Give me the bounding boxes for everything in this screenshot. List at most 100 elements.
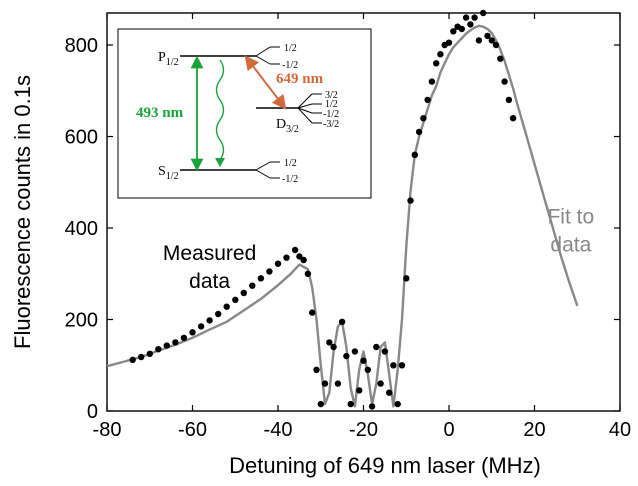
- measured-point: [249, 282, 256, 289]
- measured-point: [317, 400, 324, 408]
- measured-point: [403, 275, 410, 282]
- wiggle-arrow-head: [215, 158, 225, 167]
- measured-point: [484, 32, 491, 40]
- transition-649-label: 649 nm: [276, 71, 324, 87]
- measured-point: [309, 309, 316, 316]
- measured-point: [300, 256, 307, 264]
- measured-point: [304, 270, 312, 277]
- measured-point: [505, 96, 513, 104]
- p-level-label: P1/2: [158, 50, 179, 68]
- x-tick-label: 40: [609, 419, 631, 441]
- measured-point: [206, 317, 213, 324]
- p-split-up: [255, 46, 271, 57]
- measured-point: [347, 400, 354, 408]
- measured-point: [445, 39, 453, 46]
- d-sublevel-1: 3/2: [325, 90, 338, 101]
- d-sublevel-2: 1/2: [325, 99, 338, 110]
- d-split-4: [297, 107, 313, 124]
- measured-point: [343, 352, 350, 360]
- measured-series: [129, 9, 517, 410]
- measured-point: [326, 339, 333, 346]
- s-split-up: [255, 161, 271, 171]
- measured-point: [411, 151, 418, 158]
- measured-point: [437, 51, 444, 58]
- measured-point: [480, 9, 487, 17]
- measured-point: [373, 343, 380, 351]
- y-tick-label: 600: [65, 127, 98, 149]
- d-split-2: [297, 103, 313, 109]
- measured-point: [497, 55, 504, 62]
- measured-point: [330, 343, 337, 351]
- d-split-1: [297, 93, 313, 109]
- measured-point: [338, 318, 346, 325]
- measured-point: [386, 389, 393, 396]
- measured-point: [360, 357, 367, 364]
- measured-point: [180, 334, 188, 341]
- d-sublevel-3: -1/2: [323, 109, 339, 120]
- measured-point: [189, 329, 196, 336]
- measured-point: [232, 296, 239, 303]
- measured-point: [197, 323, 205, 330]
- measured-point: [420, 115, 427, 122]
- measured-point: [334, 380, 342, 387]
- measured-point: [471, 14, 478, 21]
- s-sublevel-1: 1/2: [284, 158, 297, 169]
- annotations: Measured data Fit to data: [163, 205, 594, 293]
- arrow-649-back: [244, 55, 283, 105]
- measured-point: [467, 21, 474, 28]
- measured-point: [163, 342, 170, 349]
- measured-point: [501, 78, 508, 85]
- measured-point: [428, 78, 436, 85]
- measured-point: [240, 289, 247, 297]
- measured-point: [509, 115, 517, 122]
- measured-point: [266, 268, 273, 275]
- measured-point: [492, 41, 500, 49]
- measured-point: [475, 37, 483, 44]
- annotation-label: Measured data: [163, 242, 256, 293]
- y-tick-label: 0: [87, 401, 98, 423]
- x-axis-title: Detuning of 649 nm laser (MHz): [229, 453, 541, 478]
- measured-point: [129, 356, 136, 363]
- measured-point: [381, 348, 389, 355]
- d-level-label: D3/2: [276, 117, 299, 135]
- measured-point: [450, 28, 457, 35]
- x-tick-label: 20: [523, 419, 545, 441]
- d-split-3: [297, 107, 313, 114]
- p-sublevel-2: -1/2: [282, 60, 298, 71]
- measured-point: [155, 346, 162, 353]
- measured-point: [377, 380, 384, 387]
- d-sublevel-4: -3/2: [323, 119, 339, 130]
- s-level-label: S1/2: [158, 164, 179, 182]
- measured-point: [296, 253, 303, 260]
- measured-point: [351, 348, 359, 355]
- measured-point: [415, 128, 423, 136]
- measured-point: [138, 353, 145, 361]
- measured-point: [215, 310, 222, 318]
- x-tick-label: -80: [93, 419, 122, 441]
- y-tick-label: 400: [65, 218, 98, 240]
- measured-point: [368, 403, 376, 410]
- measured-point: [398, 362, 406, 369]
- measured-point: [313, 366, 320, 373]
- s-sublevel-2: -1/2: [282, 174, 298, 185]
- spontaneous-decay-wiggle: [215, 59, 225, 161]
- transition-493-label: 493 nm: [136, 105, 184, 121]
- measured-point: [364, 366, 371, 373]
- measured-point: [172, 339, 179, 346]
- measured-point: [488, 37, 495, 44]
- measured-point: [146, 350, 153, 357]
- measured-point: [433, 60, 440, 67]
- x-tick-label: 0: [443, 419, 454, 441]
- measured-point: [462, 14, 470, 21]
- y-tick-label: 200: [65, 310, 98, 332]
- y-axis-title: Fluorescence counts in 0.1s: [10, 75, 35, 349]
- measured-point: [283, 254, 290, 261]
- measured-point: [407, 197, 414, 204]
- y-tick-label: 800: [65, 35, 98, 57]
- measured-point: [390, 362, 397, 369]
- measured-point: [274, 260, 282, 267]
- measured-point: [424, 96, 431, 104]
- measured-point: [291, 246, 299, 254]
- x-tick-label: -20: [349, 419, 378, 441]
